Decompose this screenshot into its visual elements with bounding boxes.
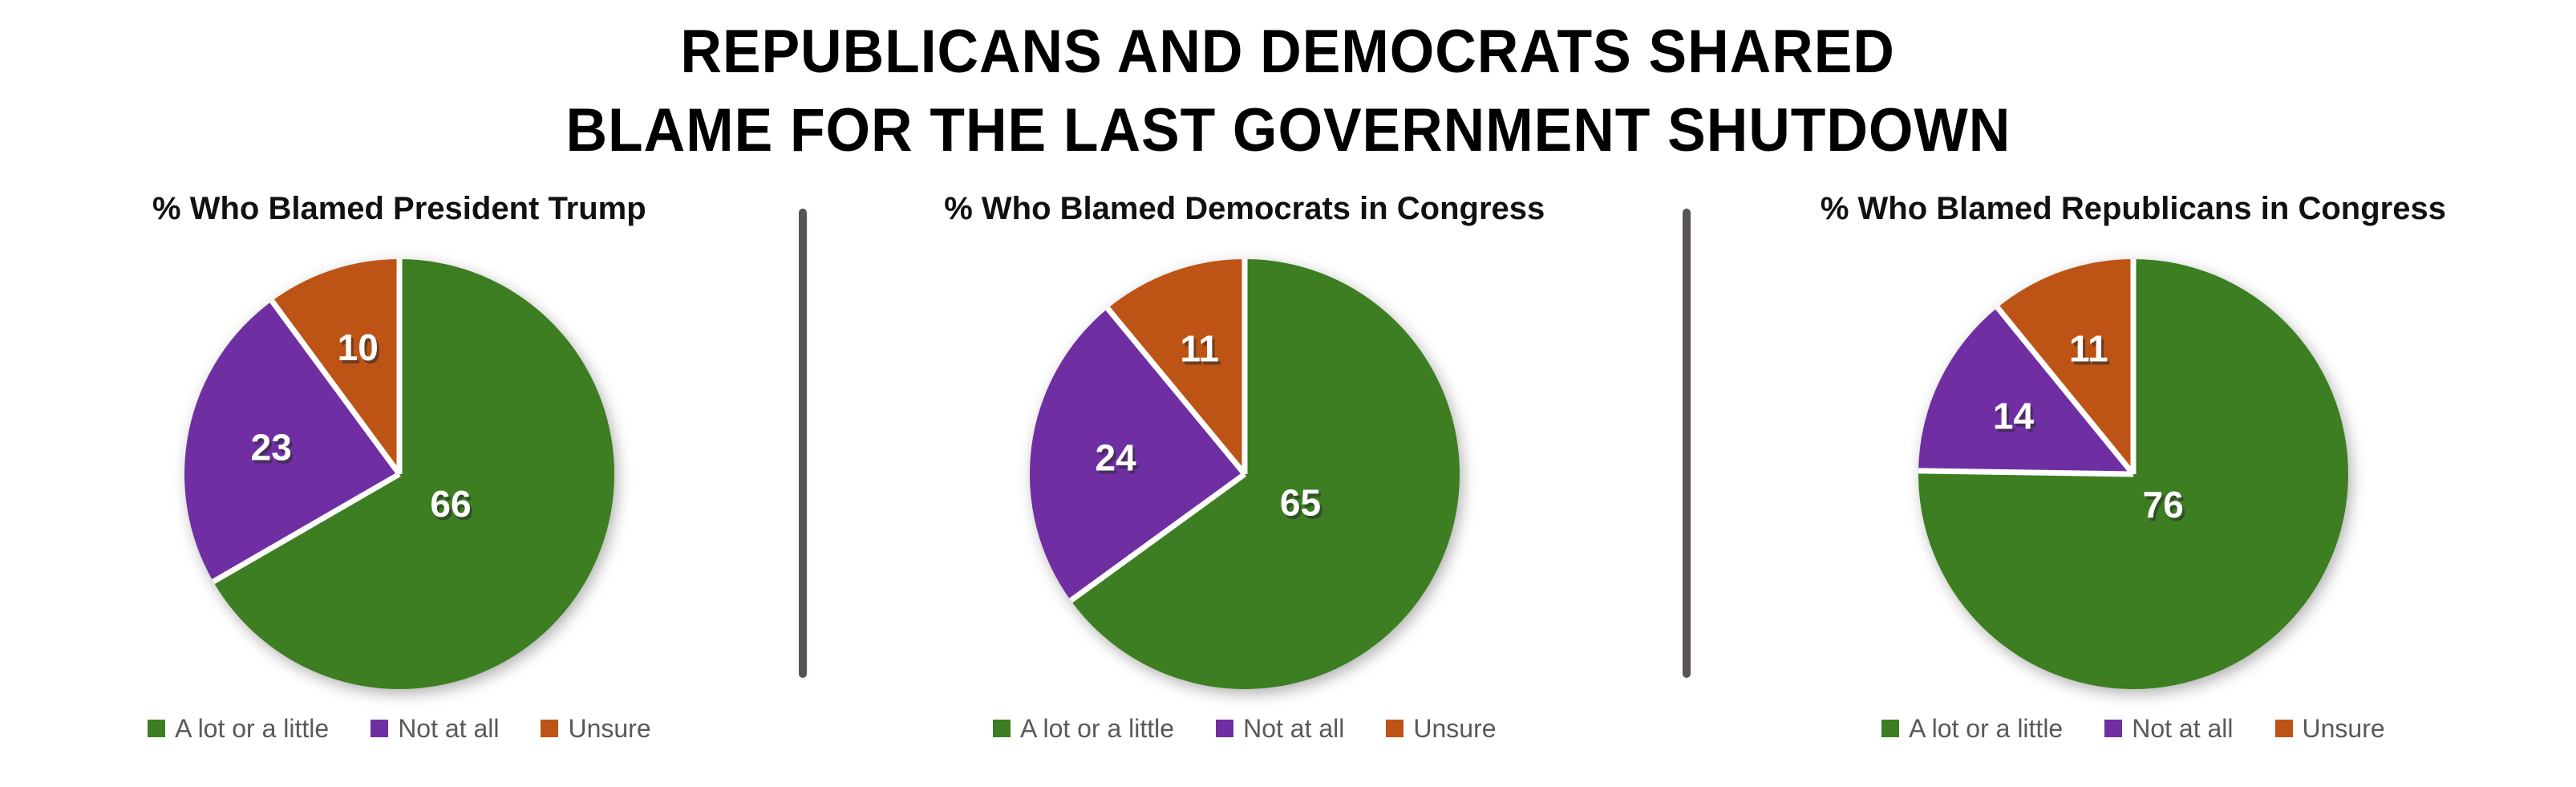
legend-item: Unsure <box>541 714 651 743</box>
main-title-line-2: BLAME FOR THE LAST GOVERNMENT SHUTDOWN <box>565 96 2011 164</box>
legend-item: Not at all <box>371 715 499 742</box>
legend-swatch-green <box>1881 720 1900 737</box>
slice-separator <box>212 471 401 585</box>
slice-value-label: 65 <box>1282 485 1323 526</box>
chart-blamed-republicans: % Who Blamed Republicans in Congress 76 7… <box>1691 180 2576 742</box>
pie-slice-a-lot-or-a-little <box>213 259 614 690</box>
legend-item: Not at all <box>2104 714 2234 743</box>
pie-slice-not-at-all <box>1918 307 2133 474</box>
slice-value-label: 66 <box>432 486 473 528</box>
legend-item: Unsure <box>1386 714 1497 743</box>
legend-swatch-green <box>148 720 166 737</box>
pie-slice-unsure <box>271 259 399 474</box>
main-title-row-1: REPUBLICANS AND DEMOCRATS SHARED <box>0 13 2576 91</box>
slice-value-label: 11 <box>2072 331 2111 373</box>
slice-value-label: 65 <box>1280 481 1321 523</box>
slice-value-label: 23 <box>250 427 291 469</box>
slice-value-label: 11 <box>1180 328 1219 370</box>
pie-slice-unsure <box>1997 259 2133 474</box>
legend-label: Unsure <box>568 714 651 743</box>
slice-value-label: 76 <box>2145 487 2186 529</box>
slice-separator <box>1918 468 2133 477</box>
legend-label: Not at all <box>398 714 500 743</box>
legend-label: Not at all <box>1243 714 1345 743</box>
pie-slice-a-lot-or-a-little <box>1070 259 1460 689</box>
slice-value-label: 24 <box>1097 440 1139 482</box>
slice-value-label: 10 <box>337 327 378 368</box>
legend-label: Unsure <box>2302 714 2385 743</box>
legend-label: A lot or a little <box>175 714 330 743</box>
legend-swatch-purple <box>2104 720 2123 737</box>
legend-label: A lot or a little <box>1909 714 2064 743</box>
main-title-line-1: REPUBLICANS AND DEMOCRATS SHARED <box>680 18 1896 86</box>
slice-separator <box>1068 472 1246 603</box>
legend-blamed-trump: A lot or a little Not at all Unsure <box>148 715 651 742</box>
slice-value-label: 14 <box>1993 396 2035 437</box>
chart-blamed-republicans-title: % Who Blamed Republicans in Congress <box>1820 191 2446 226</box>
chart-blamed-trump-title: % Who Blamed President Trump <box>152 191 646 226</box>
legend-label: A lot or a little <box>1019 714 1175 743</box>
legend-blamed-republicans: A lot or a little Not at all Unsure <box>1881 715 2385 742</box>
divider-2 <box>1682 209 1691 678</box>
main-title: REPUBLICANS AND DEMOCRATS SHARED BLAME F… <box>0 0 2576 170</box>
slice-separator <box>1105 306 1247 477</box>
legend-swatch-orange <box>1386 720 1404 737</box>
chart-blamed-democrats: % Who Blamed Democrats in Congress 65 65 2… <box>807 180 1683 742</box>
chart-blamed-democrats-title: % Who Blamed Democrats in Congress <box>944 191 1545 226</box>
pie-slice-not-at-all <box>184 301 399 582</box>
charts-row: % Who Blamed President Trump 66 66 23 23 10 1… <box>0 180 2576 742</box>
legend-label: Not at all <box>2132 714 2234 743</box>
pie-slice-unsure <box>1107 259 1245 474</box>
slice-value-label: 11 <box>2069 328 2108 370</box>
legend-swatch-orange <box>2274 720 2293 737</box>
legend-item: Unsure <box>2274 714 2385 743</box>
legend-item: A lot or a little <box>148 715 329 742</box>
slice-separator <box>269 299 402 477</box>
slice-value-label: 66 <box>430 483 471 525</box>
slice-value-label: 11 <box>1182 331 1221 373</box>
legend-item: A lot or a little <box>992 714 1175 743</box>
legend-swatch-green <box>992 720 1011 737</box>
chart-blamed-trump: % Who Blamed President Trump 66 66 23 23 10 1… <box>0 180 799 742</box>
slice-separator <box>1995 306 2136 477</box>
slice-value-label: 76 <box>2143 484 2184 525</box>
slice-value-label: 10 <box>339 330 380 371</box>
slice-value-label: 14 <box>1995 399 2037 440</box>
legend-item: Not at all <box>1216 715 1344 742</box>
legend-swatch-purple <box>1216 720 1234 737</box>
legend-blamed-democrats: A lot or a little Not at all Unsure <box>992 714 1497 743</box>
main-title-row-2: BLAME FOR THE LAST GOVERNMENT SHUTDOWN <box>0 91 2576 170</box>
legend-label: Unsure <box>1413 714 1497 743</box>
slice-value-label: 23 <box>253 430 294 472</box>
legend-swatch-purple <box>371 720 389 737</box>
divider-1 <box>798 209 807 678</box>
legend-item: A lot or a little <box>1881 715 2063 742</box>
slice-value-label: 24 <box>1095 437 1136 479</box>
legend-swatch-orange <box>541 720 559 737</box>
pie-slice-not-at-all <box>1029 308 1245 601</box>
